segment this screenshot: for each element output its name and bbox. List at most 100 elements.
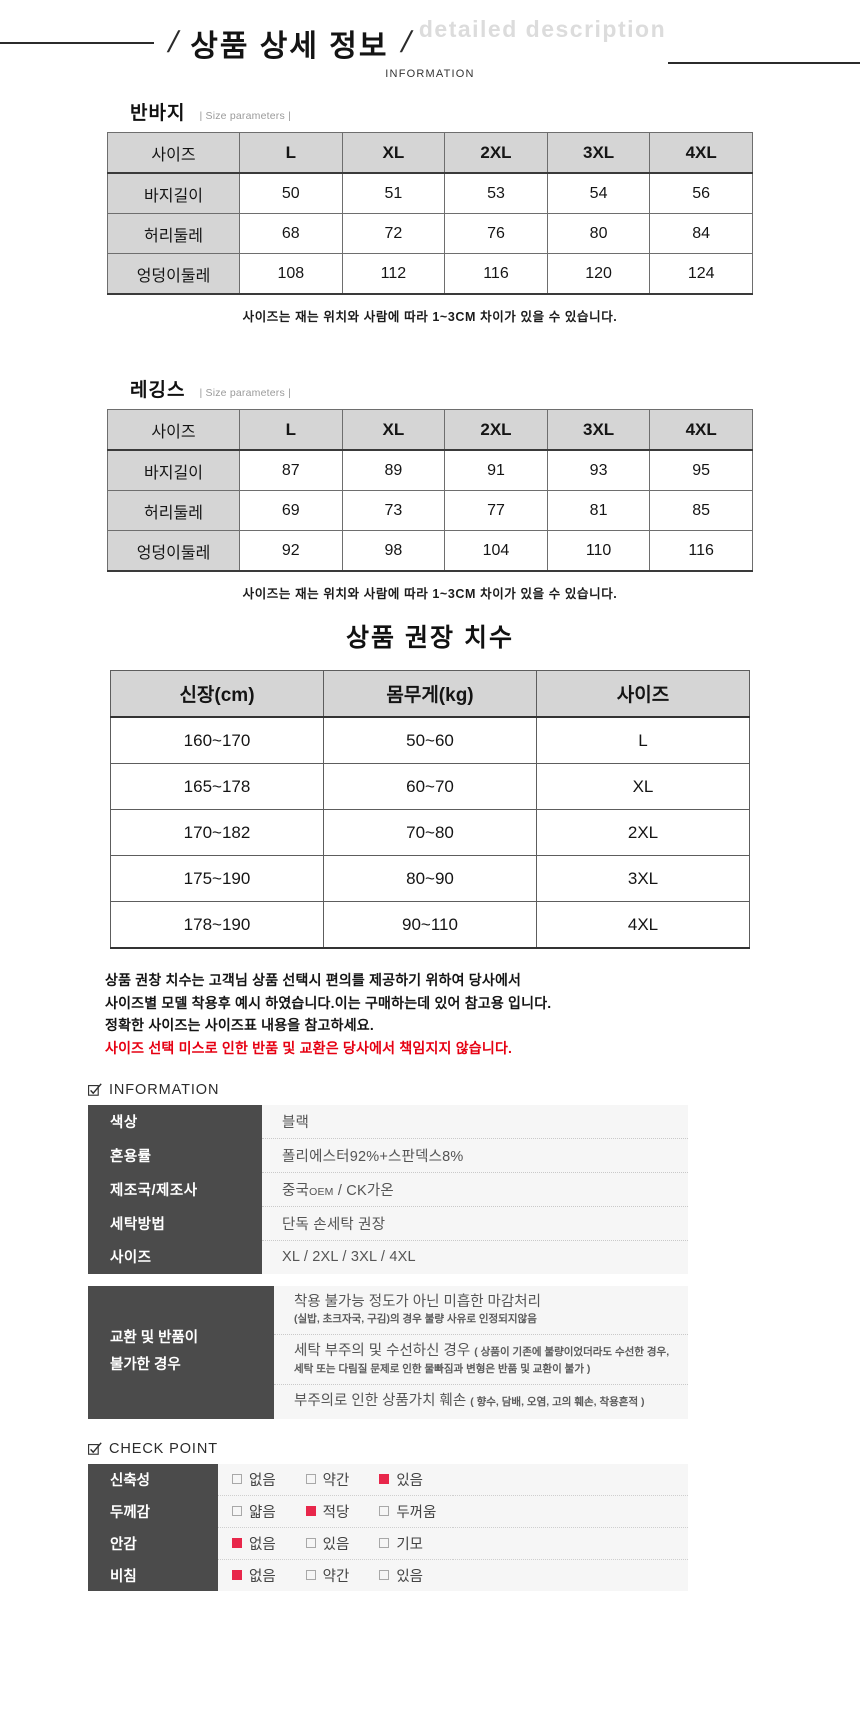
size-caption: 레깅스 | Size parameters |: [0, 375, 860, 402]
cell: 89: [341, 449, 446, 491]
size-note: 사이즈는 재는 위치와 사람에 따라 1~3CM 차이가 있을 수 있습니다.: [242, 587, 618, 601]
checkbox-empty-icon[interactable]: [305, 1570, 316, 1581]
cell: 95: [649, 449, 753, 491]
col-header: 4XL: [649, 132, 753, 174]
table-row: 신축성 없음 약간 있음: [88, 1463, 688, 1496]
checkbox-empty-icon[interactable]: [379, 1570, 390, 1581]
checkpoint-option[interactable]: 없음: [232, 1469, 306, 1490]
table-row: 165~178 60~70 XL: [110, 763, 750, 810]
checkpoint-table: 신축성 없음 약간 있음 두께감 얇음 적당 두꺼움: [88, 1463, 688, 1591]
page-header: / 상품 상세 정보 / detailed description INFORM…: [0, 0, 860, 92]
recommend-table: 신장(cm) 몸무게(kg) 사이즈 160~170 50~60 L 165~1…: [110, 670, 750, 949]
table-row: 175~190 80~90 3XL: [110, 855, 750, 902]
cell: 92: [239, 530, 343, 572]
policy-value: 착용 불가능 정도가 아닌 미흡한 마감처리 (실밥, 초크자국, 구김)의 경…: [274, 1285, 688, 1336]
policy-inline-sub: ( 상품이 기존에 불량이었더라도 수선한 경우,: [474, 1346, 670, 1359]
info-label: 제조국/제조사: [88, 1172, 262, 1207]
notice-warning: 사이즈 선택 미스로 인한 반품 및 교환은 당사에서 책임지지 않습니다.: [105, 1040, 513, 1057]
cell: 51: [341, 172, 446, 214]
col-header: 사이즈: [107, 132, 240, 174]
checkpoint-label: 안감: [88, 1527, 218, 1560]
table-row: 세탁 부주의 및 수선하신 경우 ( 상품이 기존에 불량이었더라도 수선한 경…: [88, 1334, 688, 1386]
checkpoint-options: 없음 약간 있음: [218, 1463, 453, 1496]
checkpoint-option[interactable]: 있음: [379, 1469, 453, 1490]
cell: 108: [239, 253, 343, 295]
notice-line: 상품 권창 치수는 고객님 상품 선택시 편의를 제공하기 위하여 당사에서: [105, 972, 522, 988]
checkpoint-option[interactable]: 기모: [379, 1533, 453, 1554]
checkbox-empty-icon[interactable]: [379, 1538, 390, 1549]
table-row: 바지길이 87 89 91 93 95: [107, 449, 753, 491]
size-caption-sub: | Size parameters |: [199, 110, 291, 122]
col-header: 4XL: [649, 409, 753, 451]
header-slash-right: /: [397, 26, 415, 59]
col-header: XL: [341, 409, 446, 451]
checkbox-empty-icon[interactable]: [379, 1506, 390, 1517]
checkpoint-option[interactable]: 적당: [305, 1501, 380, 1522]
col-header: 3XL: [546, 132, 651, 174]
option-label: 있음: [396, 1568, 424, 1585]
size-caption: 반바지 | Size parameters |: [0, 98, 860, 125]
option-label: 있음: [396, 1472, 424, 1489]
col-header: 신장(cm): [110, 670, 324, 718]
col-header: L: [239, 409, 343, 451]
information-heading-label: INFORMATION: [109, 1081, 220, 1098]
checkbox-selected-icon[interactable]: [305, 1506, 316, 1517]
size-section-leggings: 레깅스 | Size parameters | 사이즈 L XL 2XL 3XL…: [0, 375, 860, 602]
header-rule-right: [668, 62, 860, 64]
recommend-title: 상품 권장 치수: [346, 624, 514, 652]
cell: 2XL: [536, 809, 750, 856]
col-header: 사이즈: [536, 670, 750, 718]
cell: 80~90: [323, 855, 537, 902]
cell: 175~190: [110, 855, 324, 902]
cell: 84: [649, 213, 753, 254]
checkpoint-option[interactable]: 있음: [379, 1565, 453, 1586]
info-label: 혼용률: [88, 1138, 262, 1173]
checkpoint-option[interactable]: 없음: [232, 1533, 306, 1554]
checkbox-selected-icon[interactable]: [379, 1474, 390, 1485]
cell: 90~110: [323, 901, 537, 949]
size-section-shorts: 반바지 | Size parameters | 사이즈 L XL 2XL 3XL…: [0, 98, 860, 325]
cell: 56: [649, 172, 753, 214]
checkbox-empty-icon[interactable]: [305, 1474, 316, 1485]
checkpoint-heading-label: CHECK POINT: [109, 1440, 218, 1457]
option-label: 적당: [322, 1504, 350, 1521]
cell: 77: [444, 490, 548, 531]
table-row: 엉덩이둘레 108 112 116 120 124: [107, 253, 753, 295]
col-header: XL: [341, 132, 446, 174]
spacer: [88, 1274, 688, 1286]
checkbox-empty-icon[interactable]: [305, 1538, 316, 1549]
table-row: 세탁방법 단독 손세탁 권장: [88, 1206, 688, 1241]
recommend-notice: 상품 권창 치수는 고객님 상품 선택시 편의를 제공하기 위하여 당사에서 사…: [105, 969, 860, 1060]
checkbox-selected-icon[interactable]: [232, 1570, 242, 1581]
cell: 53: [444, 172, 548, 214]
table-row: 엉덩이둘레 92 98 104 110 116: [107, 530, 753, 572]
checkbox-empty-icon[interactable]: [232, 1474, 242, 1485]
cell: 91: [444, 449, 548, 491]
checkpoint-option[interactable]: 얇음: [232, 1501, 306, 1522]
checkbox-selected-icon[interactable]: [232, 1538, 242, 1549]
table-row: 안감 없음 있음 기모: [88, 1527, 688, 1560]
checkbox-empty-icon[interactable]: [232, 1506, 242, 1517]
col-header: 몸무게(kg): [323, 670, 537, 718]
checkpoint-options: 없음 있음 기모: [218, 1527, 453, 1560]
cell: 165~178: [110, 763, 324, 810]
option-label: 있음: [322, 1536, 350, 1553]
info-value-oem: OEM: [309, 1185, 334, 1198]
col-header: 2XL: [444, 132, 548, 174]
table-header-row: 사이즈 L XL 2XL 3XL 4XL: [107, 409, 753, 451]
option-label: 얇음: [249, 1504, 276, 1521]
info-value: 단독 손세탁 권장: [262, 1206, 688, 1241]
checkpoint-option[interactable]: 없음: [232, 1565, 306, 1586]
checkpoint-label: 비침: [88, 1559, 218, 1591]
checkpoint-option[interactable]: 약간: [305, 1565, 380, 1586]
cell: 87: [239, 449, 343, 491]
cell: 110: [546, 530, 651, 572]
row-label: 바지길이: [107, 172, 240, 214]
checkpoint-option[interactable]: 두꺼움: [379, 1501, 453, 1522]
policy-label: 교환 및 반품이 불가한 경우: [88, 1285, 274, 1419]
checkpoint-option[interactable]: 약간: [305, 1469, 380, 1490]
cell: 3XL: [536, 855, 750, 902]
checkpoint-option[interactable]: 있음: [305, 1533, 380, 1554]
info-label: 색상: [88, 1104, 262, 1139]
table-row: 교환 및 반품이 불가한 경우 착용 불가능 정도가 아닌 미흡한 마감처리 (…: [88, 1285, 688, 1419]
